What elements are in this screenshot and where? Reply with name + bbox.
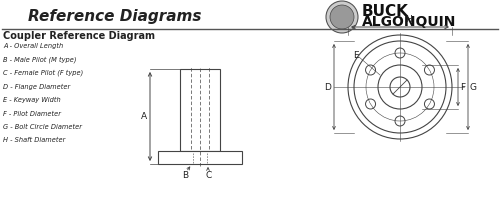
Text: Reference Diagrams: Reference Diagrams bbox=[28, 10, 202, 24]
Text: F - Pilot Diameter: F - Pilot Diameter bbox=[3, 110, 61, 116]
Text: A - Overall Length: A - Overall Length bbox=[3, 43, 63, 49]
Text: G: G bbox=[470, 83, 476, 92]
Text: Coupler Reference Diagram: Coupler Reference Diagram bbox=[3, 31, 155, 41]
Text: E - Keyway Width: E - Keyway Width bbox=[3, 97, 61, 103]
Bar bbox=[158, 151, 242, 164]
Text: E: E bbox=[353, 52, 359, 60]
Text: A: A bbox=[141, 112, 147, 121]
Circle shape bbox=[326, 1, 358, 33]
Text: ALGONQUIN: ALGONQUIN bbox=[362, 15, 456, 29]
Text: F: F bbox=[460, 83, 466, 92]
Circle shape bbox=[330, 5, 354, 29]
Text: H - Shaft Diameter: H - Shaft Diameter bbox=[3, 138, 66, 143]
Text: B - Male Pilot (M type): B - Male Pilot (M type) bbox=[3, 56, 76, 63]
Text: BUCK: BUCK bbox=[362, 4, 409, 19]
Text: D: D bbox=[324, 83, 332, 92]
Text: H: H bbox=[404, 16, 411, 24]
Text: B: B bbox=[182, 171, 188, 179]
Text: G - Bolt Circle Diameter: G - Bolt Circle Diameter bbox=[3, 124, 82, 130]
Text: C - Female Pilot (F type): C - Female Pilot (F type) bbox=[3, 70, 83, 76]
Text: D - Flange Diameter: D - Flange Diameter bbox=[3, 83, 70, 90]
Text: C: C bbox=[206, 171, 212, 179]
Bar bbox=[180, 69, 220, 151]
